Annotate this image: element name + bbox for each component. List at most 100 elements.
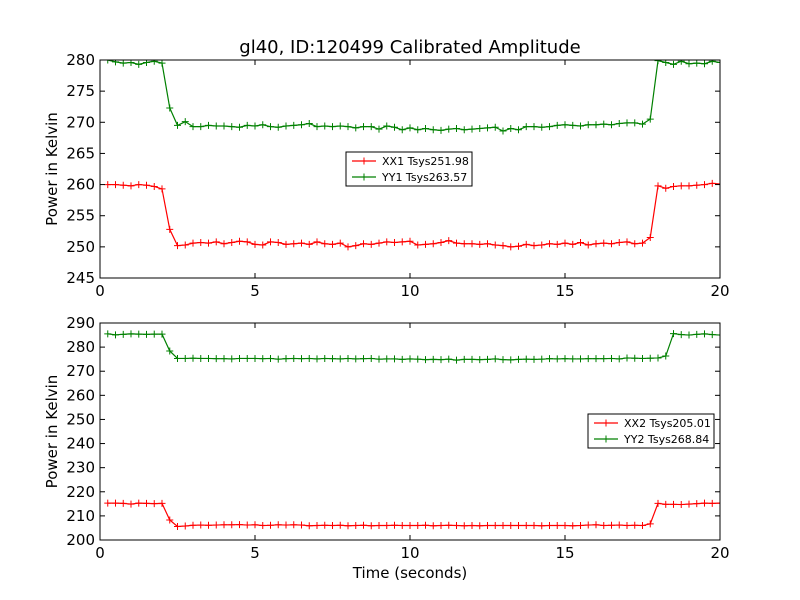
data-point — [561, 522, 569, 530]
data-point — [212, 122, 220, 130]
data-point — [360, 240, 367, 248]
data-point — [143, 330, 150, 338]
data-point — [360, 355, 367, 363]
data-point — [104, 330, 112, 338]
data-point — [631, 240, 639, 248]
data-point — [693, 181, 701, 189]
data-point — [243, 121, 251, 129]
data-point — [398, 355, 406, 363]
data-point — [150, 182, 158, 190]
data-point — [127, 330, 135, 338]
data-point — [437, 522, 445, 530]
data-point — [584, 355, 592, 363]
y-tick-label: 250 — [66, 410, 95, 428]
series-line — [107, 60, 720, 132]
data-point — [670, 60, 677, 68]
data-point — [274, 123, 282, 131]
data-point — [298, 239, 305, 247]
data-point — [546, 123, 553, 131]
x-tick-label: 20 — [710, 282, 729, 300]
data-point — [391, 123, 398, 131]
data-point — [344, 243, 352, 251]
data-point — [491, 522, 499, 530]
data-point — [468, 240, 476, 248]
data-point — [429, 355, 437, 363]
legend: XX1 Tsys251.98 YY1 Tsys263.57 — [345, 151, 473, 187]
data-point — [375, 125, 383, 133]
data-point — [383, 355, 391, 363]
data-point — [592, 355, 600, 363]
data-point — [329, 240, 336, 248]
data-point — [522, 355, 530, 363]
data-point — [491, 355, 499, 363]
data-point — [429, 240, 437, 248]
y-tick-label: 265 — [66, 144, 95, 162]
data-point — [158, 330, 166, 338]
data-point — [267, 521, 274, 529]
series-line — [107, 182, 720, 248]
data-point — [623, 354, 631, 362]
data-point — [600, 120, 608, 128]
data-point — [298, 121, 305, 129]
data-point — [367, 354, 375, 362]
data-point — [460, 240, 468, 248]
data-point — [507, 356, 515, 364]
data-point — [228, 238, 236, 246]
data-point — [546, 355, 553, 363]
legend: XX2 Tsys205.01 YY2 Tsys268.84 — [587, 413, 715, 449]
data-point — [119, 499, 127, 507]
data-point — [135, 181, 143, 189]
data-point — [422, 521, 429, 529]
data-point — [150, 330, 158, 338]
data-point — [290, 240, 298, 248]
data-point — [677, 501, 685, 509]
data-point — [344, 522, 352, 530]
data-point — [267, 238, 274, 246]
data-point — [398, 238, 406, 246]
data-point — [414, 522, 422, 530]
data-point — [166, 347, 174, 355]
data-point — [631, 521, 639, 529]
data-point — [104, 499, 112, 507]
data-point — [662, 184, 670, 192]
data-point — [561, 121, 569, 129]
data-point — [220, 355, 228, 363]
data-point — [577, 122, 584, 130]
data-point — [546, 522, 553, 530]
data-point — [127, 182, 135, 190]
data-point — [282, 240, 290, 248]
data-point — [460, 126, 468, 134]
data-point — [112, 499, 119, 507]
data-point — [639, 354, 646, 362]
data-point — [251, 521, 259, 529]
data-point — [344, 123, 352, 131]
legend-marker — [602, 435, 610, 443]
data-point — [484, 240, 491, 248]
data-point — [352, 355, 360, 363]
data-point — [654, 60, 662, 65]
data-point — [476, 356, 484, 364]
y-tick-label: 245 — [66, 269, 95, 287]
data-point — [205, 521, 212, 529]
data-point — [212, 238, 220, 246]
data-point — [329, 123, 336, 131]
data-point — [259, 355, 267, 363]
data-point — [197, 354, 205, 362]
legend-marker — [360, 157, 368, 165]
data-point — [174, 121, 181, 129]
data-point — [646, 234, 654, 242]
data-point — [197, 521, 205, 529]
data-point — [654, 182, 662, 190]
data-point — [507, 125, 515, 133]
data-point — [522, 123, 530, 131]
x-tick-label: 0 — [95, 282, 105, 300]
data-point — [251, 240, 259, 248]
series-yy-panel-1 — [104, 60, 720, 135]
data-point — [577, 355, 584, 363]
data-point — [189, 239, 197, 247]
data-point — [104, 181, 112, 189]
data-point — [553, 240, 561, 248]
data-point — [569, 522, 577, 530]
data-point — [600, 355, 608, 363]
data-point — [615, 238, 623, 246]
